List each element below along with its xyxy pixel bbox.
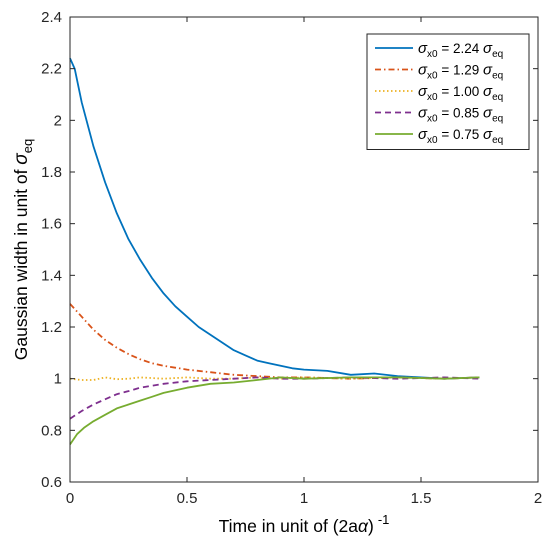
y-tick-label: 1.6 — [41, 216, 62, 233]
legend-label-3: σx0 = 1.00 σeq — [418, 83, 503, 103]
series-line-2 — [69, 303, 480, 380]
legend-label-4: σx0 = 0.85 σeq — [418, 105, 503, 125]
y-tick-label: 2 — [54, 112, 62, 129]
y-tick-label: 0.6 — [41, 474, 62, 491]
y-tick-label: 1 — [54, 371, 62, 388]
x-tick-label: 1 — [300, 490, 308, 507]
x-axis-title-main: Time in unit of (2a — [219, 516, 359, 536]
x-tick-label: 0.5 — [177, 490, 198, 507]
x-tick-label: 2 — [534, 490, 542, 507]
y-tick-label: 1.2 — [41, 319, 62, 336]
y-tick-label: 2.4 — [41, 9, 62, 26]
y-axis-title-greek: σ — [11, 152, 32, 165]
y-tick-label: 1.8 — [41, 164, 62, 181]
ticks-layer: 0 0.5 1 1.5 2 0.6 0.8 1 1.2 1.4 1.6 1.8 2 2.2 2.4 — [41, 9, 542, 507]
x-axis-title: Time in unit of (2aα) -1 — [219, 512, 390, 536]
series-line-5 — [69, 376, 480, 446]
x-tick-label: 0 — [66, 490, 74, 507]
legend-label-2: σx0 = 1.29 σeq — [418, 62, 503, 82]
series-layer — [69, 57, 480, 446]
x-axis-title-close: ) — [368, 516, 374, 536]
legend-label-1: σx0 = 2.24 σeq — [418, 40, 503, 60]
x-axis-title-greek: α — [358, 516, 369, 536]
y-axis-title-main: Gaussian width in unit of — [11, 165, 31, 361]
series-line-1 — [69, 57, 480, 380]
legend-label-5: σx0 = 0.75 σeq — [418, 126, 503, 146]
y-tick-label: 0.8 — [41, 422, 62, 439]
x-tick-label: 1.5 — [411, 490, 432, 507]
legend-box — [366, 33, 530, 150]
y-axis-title: Gaussian width in unit of σeq — [11, 139, 35, 360]
y-tick-label: 2.2 — [41, 61, 62, 78]
series-line-3 — [69, 376, 480, 381]
y-tick-label: 1.4 — [41, 267, 62, 284]
y-axis-title-sub: eq — [20, 139, 35, 153]
x-axis-title-sup: -1 — [378, 512, 390, 527]
